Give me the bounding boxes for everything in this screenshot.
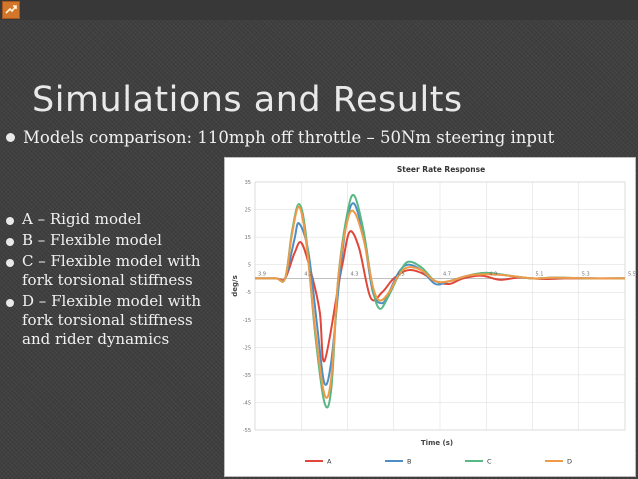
y-tick-label: 15 — [245, 235, 251, 241]
y-tick-label: 5 — [248, 263, 251, 269]
y-tick-label: -35 — [243, 373, 251, 379]
model-label: D – Flexible model with fork torsional s… — [22, 292, 202, 348]
series-line-d — [254, 205, 626, 399]
steer-rate-chart: Steer Rate Response 35 25 15 5 -5 -15 -25 -35 -4… — [224, 157, 636, 477]
bullet-icon — [6, 217, 14, 225]
subtitle-row: Models comparison: 110mph off throttle –… — [6, 128, 554, 147]
slide-title: Simulations and Results — [32, 80, 463, 120]
chart-legend: A B C D — [305, 458, 572, 466]
bullet-icon — [6, 238, 14, 246]
x-tick-label: 4.1 — [304, 271, 312, 277]
legend-label-c: C — [487, 458, 492, 466]
legend-label-d: D — [567, 458, 572, 466]
y-tick-label: -15 — [243, 318, 251, 324]
legend-label-a: A — [327, 458, 332, 466]
model-list: A – Rigid model B – Flexible model C – F… — [6, 210, 221, 351]
chart-svg: Steer Rate Response 35 25 15 5 -5 -15 -25 -35 -4… — [231, 165, 635, 466]
x-tick-label: 4.5 — [397, 271, 405, 277]
x-axis-label: Time (s) — [421, 439, 453, 447]
model-item-d: D – Flexible model with fork torsional s… — [6, 292, 221, 349]
y-axis-label: deg/s — [231, 275, 239, 297]
model-item-a: A – Rigid model — [6, 210, 221, 229]
x-tick-label: 4.7 — [443, 271, 451, 277]
chart-series — [254, 194, 626, 409]
x-tick-label: 5.3 — [582, 271, 590, 277]
chart-grid — [254, 181, 626, 431]
x-tick-label: 5.5 — [628, 271, 635, 277]
bullet-icon — [6, 259, 14, 267]
chart-ticks: 35 25 15 5 -5 -15 -25 -35 -45 -55 3.9 4.1 4.3 4.5 4.7 4… — [243, 180, 635, 434]
y-tick-label: -55 — [243, 428, 251, 434]
y-tick-label: 35 — [245, 180, 251, 186]
y-tick-label: -45 — [243, 400, 251, 406]
x-tick-label: 5.1 — [536, 271, 544, 277]
bullet-icon — [6, 299, 14, 307]
series-line-a — [254, 230, 625, 363]
x-tick-label: 3.9 — [258, 271, 266, 277]
slide-subtitle: Models comparison: 110mph off throttle –… — [23, 128, 555, 147]
y-tick-label: -5 — [246, 290, 251, 296]
model-label: A – Rigid model — [22, 210, 142, 228]
legend-label-b: B — [407, 458, 411, 466]
model-item-c: C – Flexible model with fork torsional s… — [6, 252, 221, 290]
chart-title: Steer Rate Response — [397, 165, 485, 174]
slide-icon — [2, 1, 20, 19]
x-tick-label: 4.9 — [489, 271, 497, 277]
model-label: B – Flexible model — [22, 231, 162, 249]
model-label: C – Flexible model with fork torsional s… — [22, 252, 201, 289]
y-tick-label: -25 — [243, 345, 251, 351]
model-item-b: B – Flexible model — [6, 231, 221, 250]
x-tick-label: 4.3 — [351, 271, 359, 277]
bullet-icon — [6, 133, 15, 142]
y-tick-label: 25 — [245, 208, 251, 214]
top-band — [0, 0, 638, 20]
